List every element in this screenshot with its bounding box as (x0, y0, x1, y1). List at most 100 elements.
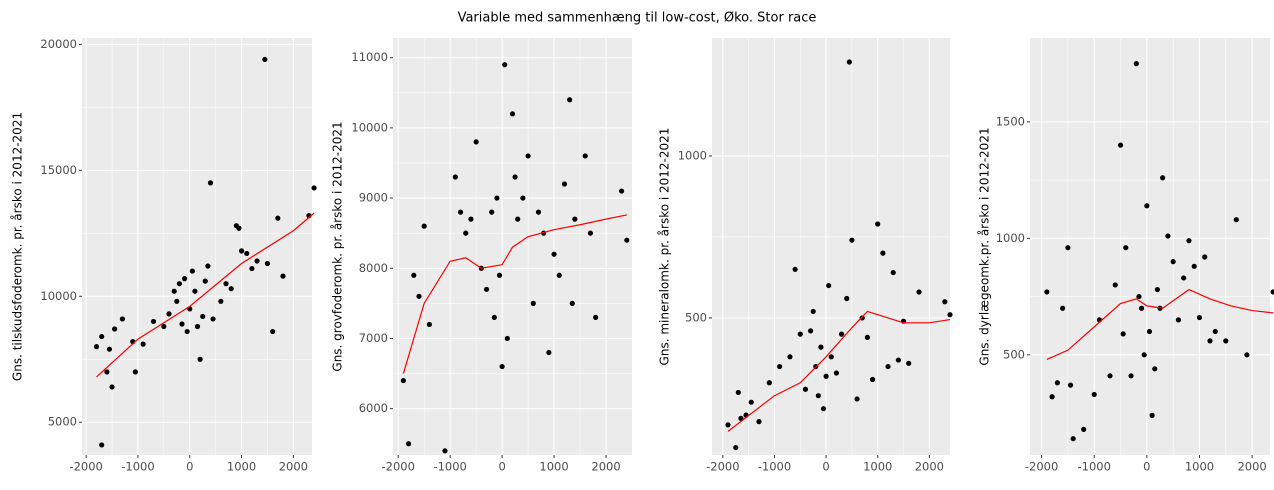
point (1049, 394, 1055, 400)
point (849, 237, 855, 243)
point (1067, 382, 1074, 388)
point (442, 448, 448, 454)
y-tick-label: 11000 (351, 50, 388, 64)
point (869, 376, 876, 383)
point (1120, 331, 1126, 337)
point (1207, 338, 1213, 344)
point (1165, 233, 1171, 239)
point (1065, 245, 1071, 251)
point (525, 153, 531, 159)
point (166, 311, 172, 317)
point (1128, 373, 1134, 379)
point (499, 363, 505, 370)
point (890, 269, 896, 276)
point (838, 331, 845, 337)
point (859, 315, 865, 321)
point (194, 323, 201, 330)
point (748, 399, 754, 405)
point (818, 344, 824, 350)
point (906, 360, 912, 366)
point (844, 295, 850, 302)
point (236, 225, 242, 231)
point (400, 377, 406, 384)
point (489, 209, 495, 215)
point (947, 312, 953, 318)
point (468, 216, 474, 222)
point (99, 333, 105, 340)
point (452, 174, 458, 180)
point (218, 298, 224, 304)
point (735, 389, 741, 396)
point (593, 314, 599, 321)
point (810, 308, 816, 315)
point (502, 62, 508, 68)
point (1202, 254, 1208, 260)
x-tick-label: 1000 (539, 460, 568, 474)
x-tick-label: 2000 (915, 460, 944, 474)
y-axis-label: Gns. mineralomk. pr. årsko i 2012-2021 (658, 128, 672, 366)
point (854, 396, 860, 402)
point (112, 326, 118, 332)
point (176, 281, 182, 287)
point (457, 209, 464, 215)
point (1223, 338, 1229, 344)
point (561, 181, 568, 187)
point (624, 237, 630, 243)
point (1175, 317, 1182, 323)
x-tick-label: 1000 (863, 460, 892, 474)
point (815, 393, 821, 399)
point (875, 221, 881, 227)
point (823, 373, 829, 379)
point (264, 260, 271, 267)
point (1146, 328, 1153, 335)
point (509, 111, 516, 117)
point (504, 335, 510, 342)
x-tick-label: -1000 (121, 460, 154, 474)
point (1154, 286, 1160, 293)
y-tick-label: 6000 (359, 401, 388, 415)
x-tick-label: -1000 (433, 460, 466, 474)
y-tick-label: 5000 (48, 415, 77, 429)
x-tick-label: 2000 (1237, 460, 1266, 474)
x-tick-label: 2000 (279, 460, 308, 474)
point (828, 354, 834, 360)
y-tick-label: 7000 (359, 331, 388, 345)
y-tick-label: 1500 (996, 114, 1025, 128)
point (942, 299, 948, 305)
point (104, 369, 110, 375)
point (619, 188, 625, 194)
panel (712, 38, 950, 455)
smooth-line (1046, 288, 1274, 361)
point (1244, 352, 1250, 358)
y-axis-label: Gns. tilskudsfoderomk. pr. årsko i 2012-… (11, 112, 25, 381)
point (280, 273, 286, 279)
smooth-line (727, 310, 951, 432)
point (207, 180, 214, 186)
point (181, 276, 188, 282)
point (1191, 263, 1197, 269)
point (766, 380, 772, 386)
point (1091, 391, 1097, 398)
point (93, 344, 100, 350)
point (515, 216, 521, 222)
point (416, 293, 422, 299)
point (1044, 289, 1050, 295)
point (205, 263, 211, 269)
point (473, 139, 479, 145)
point (797, 331, 803, 337)
point (106, 346, 113, 352)
y-axis-label: Gns. grovfoderomk. pr. årsko i 2012-2021 (331, 121, 345, 371)
panel (82, 38, 312, 455)
x-tick-label: 0 (498, 460, 505, 474)
point (184, 328, 190, 335)
y-tick-label: 8000 (359, 261, 388, 275)
point (1186, 238, 1192, 244)
point (197, 356, 203, 362)
y-axis-label: Gns. dyrlægeomk.pr. årsko i 2012-2021 (978, 127, 992, 365)
point (262, 56, 268, 63)
point (895, 357, 901, 363)
point (1212, 328, 1218, 335)
point (587, 230, 594, 236)
point (1107, 373, 1113, 379)
